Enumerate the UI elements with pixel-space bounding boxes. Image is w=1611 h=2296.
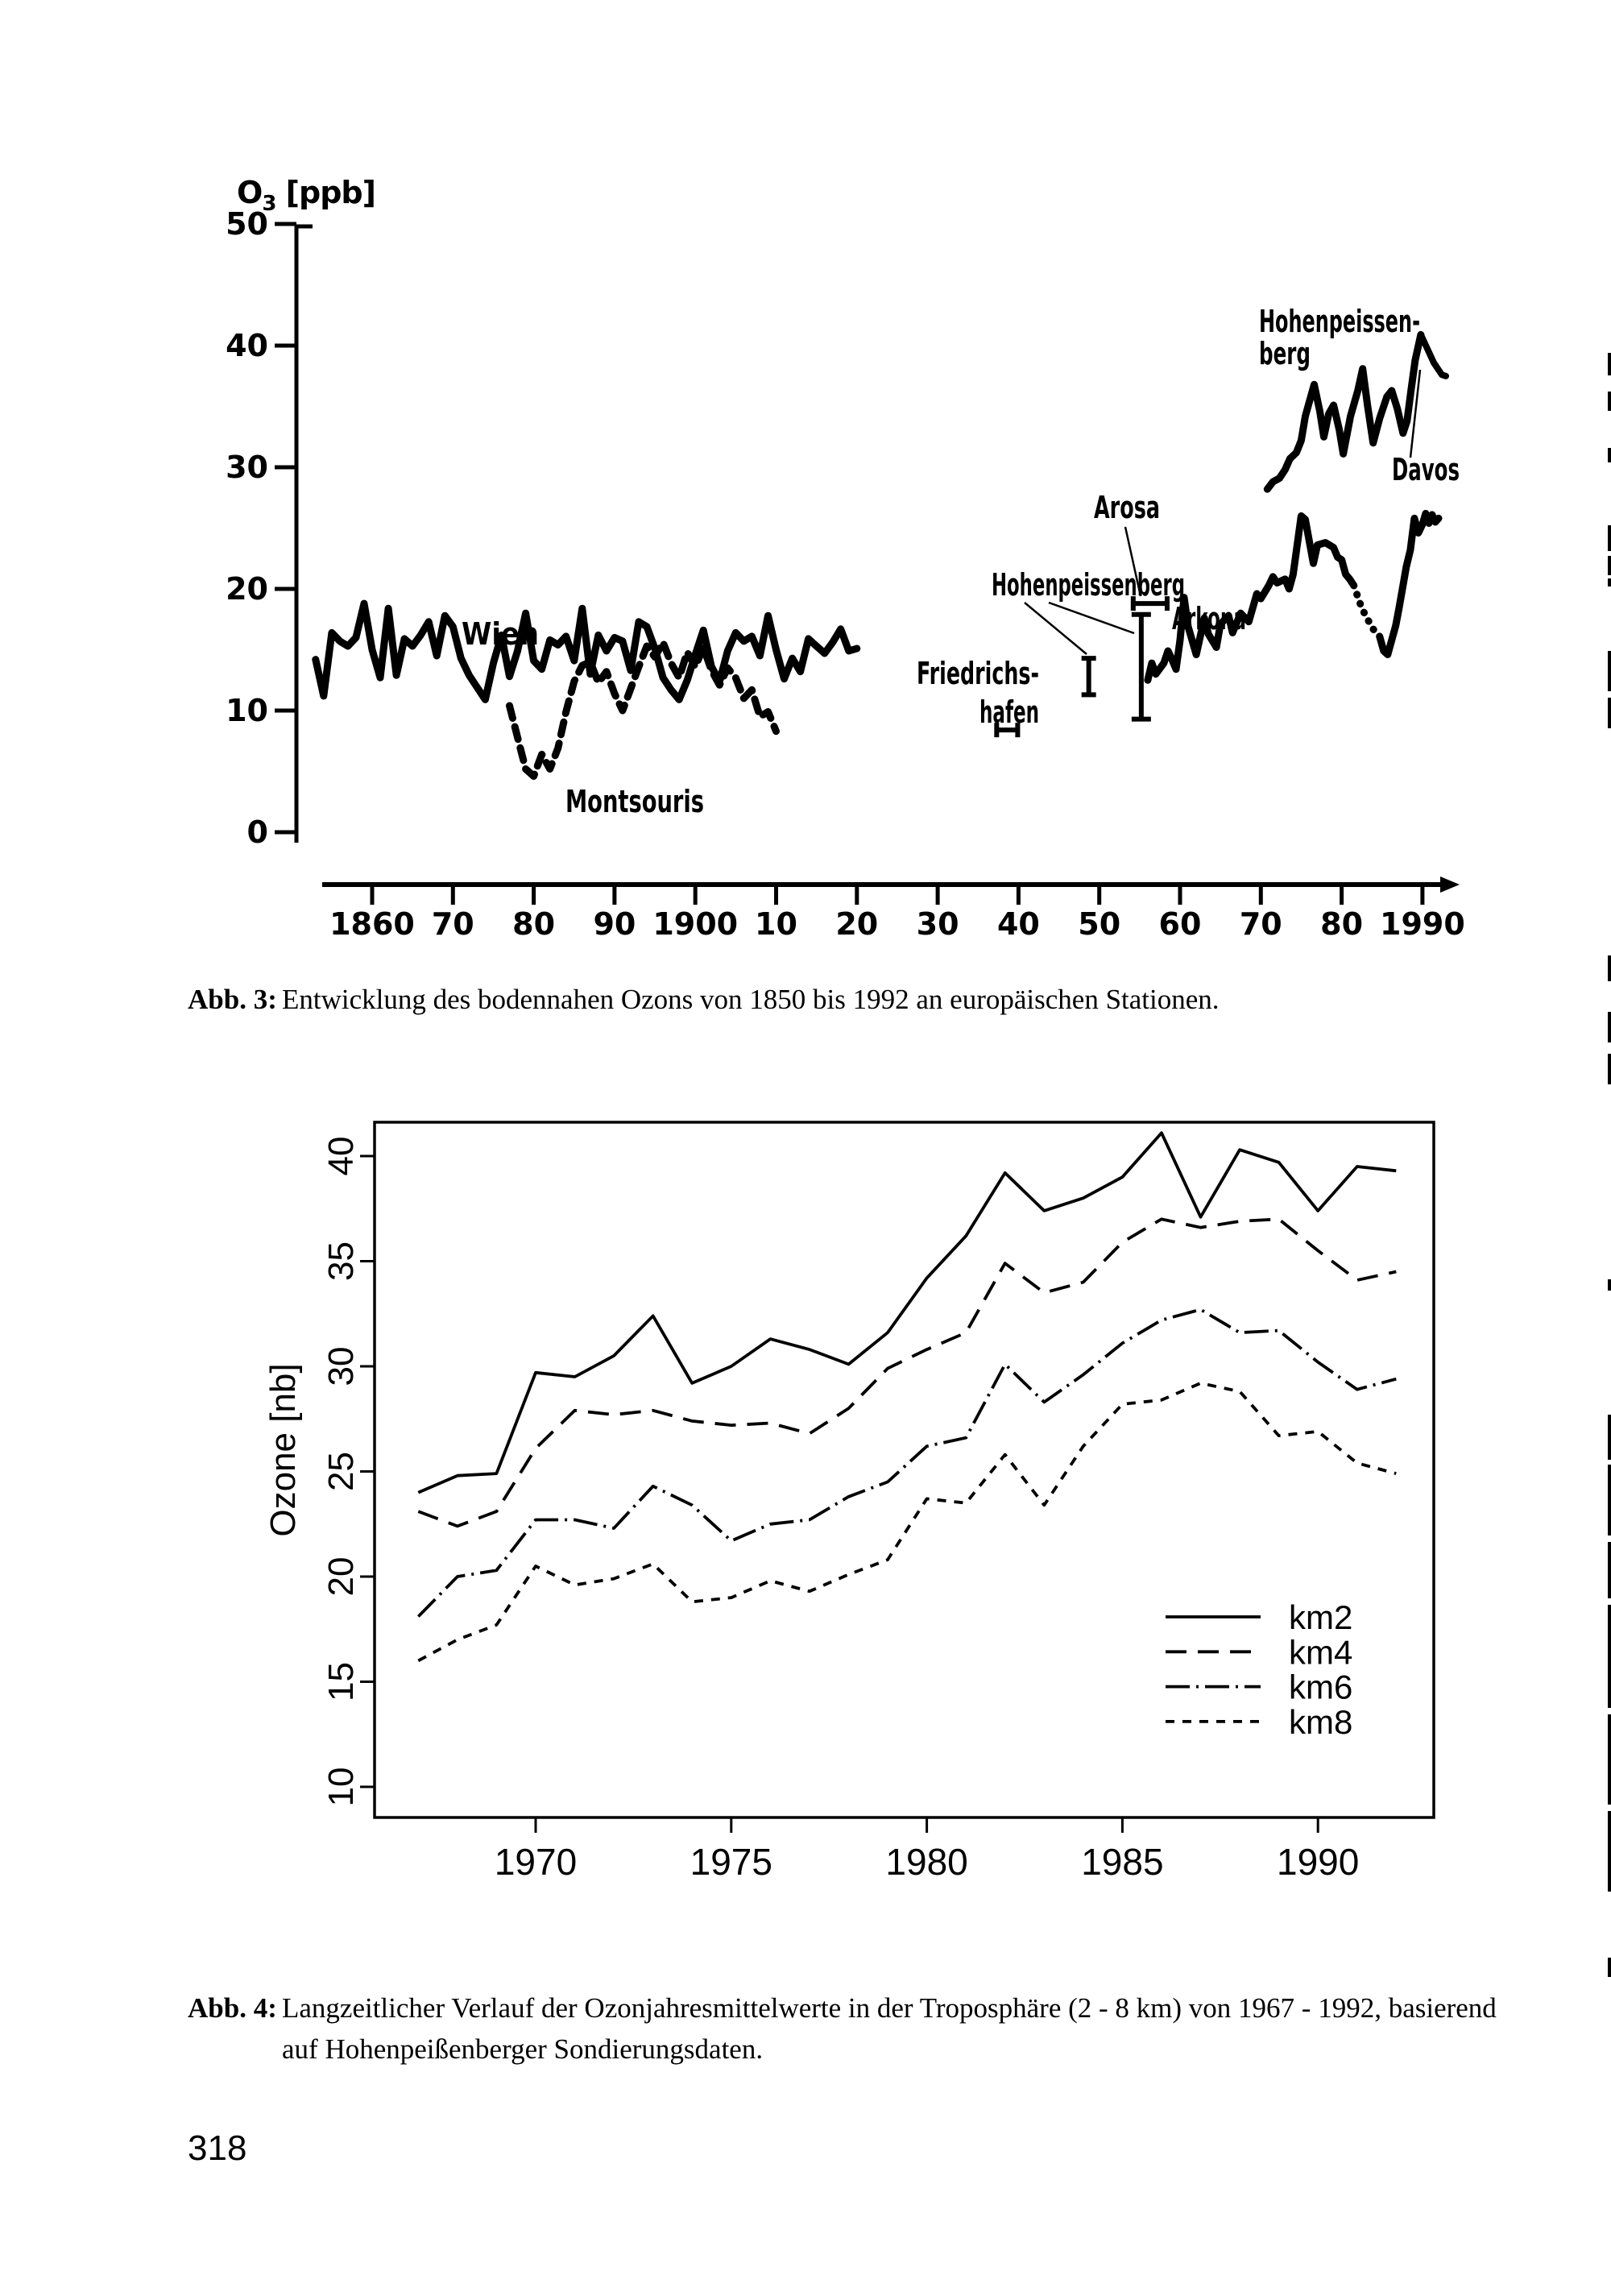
svg-text:Montsouris: Montsouris — [565, 784, 704, 819]
svg-text:1990: 1990 — [1277, 1841, 1359, 1883]
svg-text:40: 40 — [226, 328, 268, 363]
svg-text:20: 20 — [835, 906, 878, 942]
svg-text:1975: 1975 — [690, 1841, 772, 1883]
svg-text:0: 0 — [247, 814, 268, 850]
svg-text:30: 30 — [321, 1347, 361, 1386]
svg-text:40: 40 — [997, 906, 1040, 942]
svg-text:10: 10 — [321, 1768, 361, 1807]
svg-text:30: 30 — [917, 906, 959, 942]
svg-text:40: 40 — [321, 1137, 361, 1176]
svg-text:km4: km4 — [1289, 1633, 1352, 1671]
figure4-tropospheric-ozone-trend-chart: 10 15 20 25 30 35 40 Ozone [nb] 1970 1975 1980 1985… — [263, 1121, 1435, 1883]
svg-text:Arkona: Arkona — [1172, 601, 1246, 636]
svg-text:Friedrichs-: Friedrichs- — [917, 656, 1039, 691]
svg-text:15: 15 — [321, 1662, 361, 1701]
svg-text:1900: 1900 — [652, 906, 738, 942]
svg-text:berg: berg — [1259, 336, 1311, 371]
svg-text:1990: 1990 — [1380, 906, 1465, 942]
svg-text:20: 20 — [321, 1557, 361, 1597]
svg-text:50: 50 — [1078, 906, 1120, 942]
svg-text:km2: km2 — [1289, 1598, 1352, 1636]
svg-text:80: 80 — [1320, 906, 1363, 942]
svg-text:km6: km6 — [1289, 1668, 1352, 1706]
svg-text:km8: km8 — [1289, 1703, 1352, 1741]
svg-text:Hohenpeissenberg: Hohenpeissenberg — [992, 567, 1185, 603]
svg-text:Wien: Wien — [462, 616, 539, 652]
svg-text:1970: 1970 — [495, 1841, 577, 1883]
figure4-caption-line1: Langzeitlicher Verlauf der Ozonjahresmit… — [282, 1992, 1497, 2024]
figure3-caption: Abb. 3: Entwicklung des bodennahen Ozons… — [188, 980, 1331, 1021]
svg-text:hafen: hafen — [979, 694, 1039, 730]
svg-text:1980: 1980 — [885, 1841, 967, 1883]
page-number: 318 — [188, 2128, 247, 2168]
figure4-caption-label: Abb. 4: — [188, 1992, 277, 2024]
svg-text:Hohenpeissen-: Hohenpeissen- — [1259, 304, 1420, 339]
svg-text:Ozone [nb]: Ozone [nb] — [263, 1363, 303, 1536]
svg-text:10: 10 — [226, 693, 268, 728]
svg-text:20: 20 — [226, 571, 268, 607]
svg-text:1860: 1860 — [329, 906, 415, 942]
svg-text:30: 30 — [226, 450, 268, 485]
svg-text:O3 [ppb]: O3 [ppb] — [237, 175, 375, 216]
svg-text:60: 60 — [1159, 906, 1202, 942]
svg-text:90: 90 — [593, 906, 636, 942]
svg-text:25: 25 — [321, 1452, 361, 1491]
svg-text:Davos: Davos — [1392, 452, 1460, 487]
svg-text:50: 50 — [226, 206, 268, 242]
svg-text:Arosa: Arosa — [1094, 490, 1160, 525]
figure4-caption-text: Langzeitlicher Verlauf der Ozonjahresmit… — [282, 1988, 1497, 2070]
svg-text:70: 70 — [1240, 906, 1282, 942]
figure3-caption-text: Entwicklung des bodennahen Ozons von 185… — [282, 984, 1220, 1015]
svg-text:1985: 1985 — [1081, 1841, 1163, 1883]
svg-text:35: 35 — [321, 1241, 361, 1281]
figure4-caption-line2: auf Hohenpeißenberger Sondierungsdaten. — [282, 2033, 764, 2065]
figure3-caption-label: Abb. 3: — [188, 984, 277, 1015]
figure4-caption: Abb. 4: Langzeitlicher Verlauf der Ozonj… — [188, 1988, 1541, 2070]
svg-text:70: 70 — [432, 906, 474, 942]
svg-text:80: 80 — [512, 906, 555, 942]
svg-text:10: 10 — [755, 906, 797, 942]
